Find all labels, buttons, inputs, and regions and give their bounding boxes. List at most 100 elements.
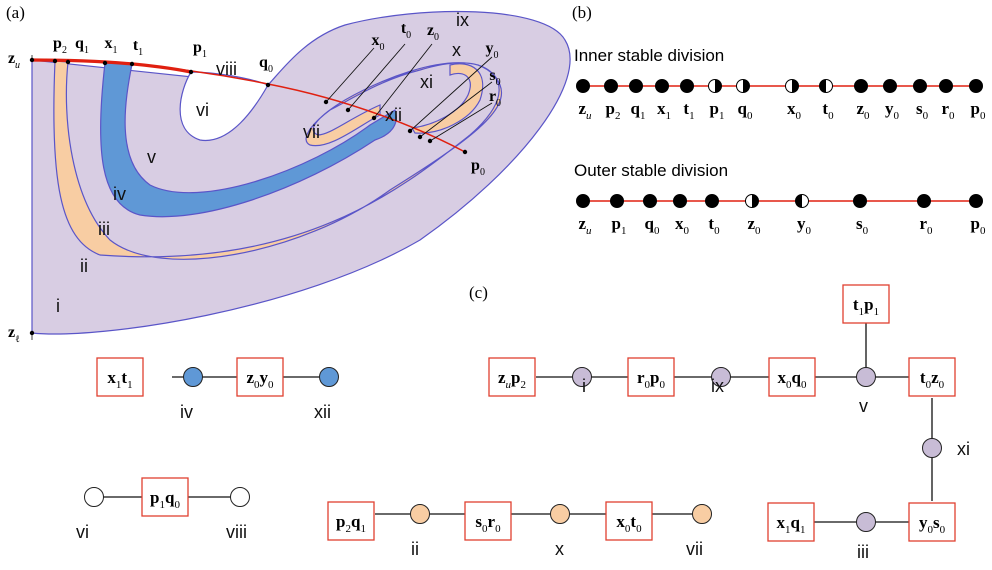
- box-p2q1-part-0: p: [336, 512, 345, 531]
- inner-label-12-base: r: [941, 99, 949, 118]
- point-label-p2: p2: [53, 35, 67, 56]
- inner-label-4: t1: [683, 99, 694, 122]
- inner-marker-6: [736, 79, 750, 93]
- region-label-i: i: [56, 296, 60, 316]
- point-label-s0-base: s: [489, 67, 495, 84]
- box-p2q1-part-0-sub: 2: [346, 523, 352, 535]
- inner-marker-2: [629, 79, 643, 93]
- graph-nodes: [84, 367, 942, 532]
- point-label-z0-base: z: [427, 22, 434, 39]
- inner-marker-4: [680, 79, 694, 93]
- box-t0z0: t0z0: [908, 357, 956, 397]
- point-label-y0-base: y: [486, 40, 494, 57]
- region-label-ii: ii: [80, 256, 88, 276]
- region-label-iv: iv: [113, 184, 126, 204]
- inner-division-labels: zu p2 q1 x1 t1 p1 q0 x0 t0 z0 y0 s0 r0 p0: [578, 99, 986, 122]
- outer-marker-2: [643, 194, 657, 208]
- box-z0y0-part-0: z: [246, 368, 254, 387]
- point-dot-t0: [345, 107, 351, 113]
- inner-label-0: zu: [578, 99, 592, 122]
- inner-label-10-base: y: [885, 99, 894, 118]
- outer-label-9: p0: [971, 214, 986, 237]
- inner-label-12: r0: [941, 99, 955, 122]
- outer-division-labels: zu p1 q0 x0 t0 z0 y0 s0 r0 p0: [578, 214, 986, 237]
- node-i: [572, 367, 592, 387]
- box-x1q1: x1q1: [767, 502, 815, 542]
- point-dot-p1: [188, 69, 194, 75]
- box-x0t0-part-0: x: [616, 512, 625, 531]
- box-x1t1-part-0: x: [107, 368, 116, 387]
- outer-label-4-base: t: [708, 214, 714, 233]
- box-x0t0-part-1: t: [630, 512, 636, 531]
- outer-marker-4: [705, 194, 719, 208]
- inner-marker-8: [819, 79, 833, 93]
- point-dot-p0: [462, 149, 468, 155]
- node-label-ix: ix: [711, 376, 724, 396]
- node-ix: [711, 367, 731, 387]
- outer-label-2-sub: 0: [654, 225, 660, 237]
- box-t1p1-text: t1p1: [853, 295, 879, 318]
- point-label-p0-sub: 0: [480, 167, 485, 178]
- box-t1p1-part-0: t: [853, 295, 859, 314]
- box-p2q1-text: p2q1: [336, 512, 366, 535]
- point-label-t1: t1: [133, 37, 143, 58]
- band-orange-inner: [411, 63, 484, 134]
- box-s0r0-part-0: s: [475, 512, 482, 531]
- outer-label-0: zu: [578, 214, 592, 237]
- point-label-t1-sub: 1: [138, 47, 143, 58]
- inner-label-9: z0: [856, 99, 870, 122]
- box-x1q1-part-0: x: [777, 513, 786, 532]
- inner-label-11: s0: [916, 99, 929, 122]
- node-v: [856, 367, 876, 387]
- box-x1q1-part-1: q: [791, 513, 801, 532]
- box-s0r0-part-1: r: [488, 512, 496, 531]
- outer-marker-6: [795, 194, 809, 208]
- region-label-xi: xi: [420, 72, 433, 92]
- inner-label-9-sub: 0: [864, 110, 870, 122]
- region-hole-vi: [179, 71, 269, 141]
- region-label-ix: ix: [456, 10, 469, 30]
- point-label-zl-base: z: [8, 324, 15, 341]
- inner-label-13: p0: [971, 99, 986, 122]
- point-label-zl-sub: ℓ: [15, 334, 20, 345]
- point-label-s0: s0: [489, 67, 500, 88]
- box-r0p0-text: r0p0: [637, 368, 666, 391]
- node-xii: [319, 367, 339, 387]
- inner-label-13-base: p: [971, 99, 980, 118]
- inner-label-7-base: x: [787, 99, 796, 118]
- inner-label-6-sub: 0: [747, 110, 753, 122]
- box-x1t1-part-0-sub: 1: [116, 379, 122, 391]
- point-label-r0-sub: 0: [496, 98, 501, 109]
- node-label-iii: iii: [857, 542, 869, 562]
- inner-label-9-base: z: [856, 99, 864, 118]
- inner-marker-12: [939, 79, 953, 93]
- inner-marker-10: [883, 79, 897, 93]
- point-dot-r0: [427, 138, 433, 144]
- box-x1q1-part-1-sub: 1: [800, 524, 806, 536]
- box-x1q1-text: x1q1: [777, 513, 806, 536]
- box-zup2-part-1-sub: 2: [521, 379, 527, 391]
- point-label-y0-sub: 0: [494, 50, 499, 61]
- point-label-s0-sub: 0: [496, 77, 501, 88]
- inner-label-2: q1: [631, 99, 646, 122]
- point-label-x1-base: x: [105, 35, 113, 52]
- inner-marker-11: [913, 79, 927, 93]
- box-p1q0-text: p1q0: [150, 488, 180, 511]
- point-label-p1-base: p: [193, 39, 202, 56]
- point-label-zu-base: z: [8, 50, 15, 67]
- box-x1q1-part-0-sub: 1: [785, 524, 791, 536]
- outer-label-7: s0: [856, 214, 869, 237]
- node-label-x: x: [555, 539, 564, 559]
- node-label-v: v: [859, 396, 868, 416]
- point-label-x1: x1: [105, 35, 118, 56]
- inner-marker-13: [969, 79, 983, 93]
- inner-label-6: q0: [738, 99, 753, 122]
- box-y0s0-part-1-sub: 0: [940, 524, 946, 536]
- point-label-t0-base: t: [401, 20, 407, 37]
- inner-label-13-sub: 0: [980, 110, 986, 122]
- outer-label-2: q0: [645, 214, 660, 237]
- box-y0s0-part-0-sub: 0: [927, 524, 933, 536]
- inner-label-3: x1: [657, 99, 671, 122]
- outer-label-8-sub: 0: [927, 225, 933, 237]
